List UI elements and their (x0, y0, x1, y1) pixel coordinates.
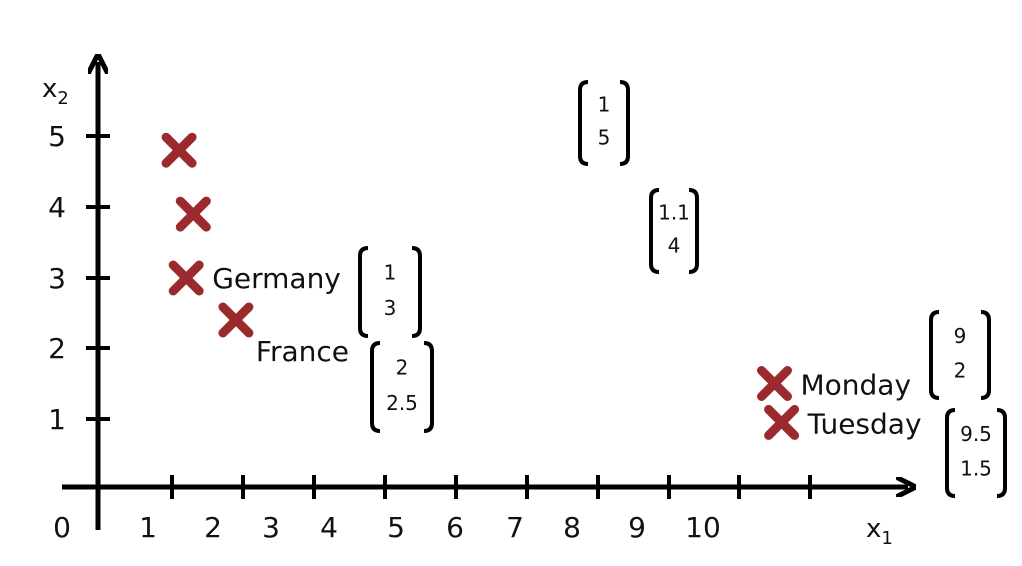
x-axis-title: x1 (866, 514, 893, 549)
x-axis-title-main: x (866, 514, 881, 544)
vector-top-value: 1 (598, 93, 611, 117)
x-tick-label: 1 (139, 511, 157, 544)
y-axis-title-sub: 2 (57, 88, 68, 109)
x-marker-stroke (175, 196, 211, 232)
column-vector: 92 (929, 310, 991, 400)
vector-bottom-value: 3 (384, 296, 397, 320)
x-tick-label: 10 (685, 511, 721, 544)
right-bracket (980, 310, 991, 400)
y-tick-label: 4 (48, 191, 66, 224)
y-tick-label: 5 (48, 120, 66, 153)
column-vector: 9.51.5 (945, 408, 1007, 498)
vector-bottom-value: 5 (598, 125, 611, 149)
x-axis-ticks: 1 2 3 4 5 6 7 8 9 10 (139, 475, 812, 544)
data-point (168, 260, 204, 296)
vector-bottom-value: 2.5 (386, 391, 418, 415)
y-tick-label: 2 (48, 332, 66, 365)
x-tick-label: 2 (204, 511, 222, 544)
x-tick-label: 3 (262, 511, 280, 544)
vector-bottom-value: 4 (668, 233, 681, 257)
data-points: Germany France Monday Tuesday (161, 132, 922, 440)
x-marker-stroke (757, 366, 792, 401)
left-bracket (370, 341, 381, 433)
x-tick-label: 6 (446, 511, 464, 544)
vector-top-value: 1.1 (658, 201, 690, 225)
point-label: Tuesday (807, 407, 922, 440)
x-tick-label: 7 (506, 511, 524, 544)
x-axis-title-sub: 1 (881, 528, 892, 549)
column-vector: 1.14 (649, 188, 699, 274)
left-bracket (649, 188, 660, 274)
data-point (757, 366, 792, 401)
x-tick-label: 8 (563, 511, 581, 544)
data-point (764, 404, 800, 440)
point-label: Monday (801, 369, 912, 402)
x-tick-label: 9 (628, 511, 646, 544)
vector-bottom-value: 1.5 (960, 456, 992, 480)
left-bracket (945, 408, 956, 498)
column-vector: 22.5 (370, 341, 434, 433)
left-bracket (358, 246, 369, 338)
y-axis-title-main: x (42, 74, 57, 104)
x-marker-stroke (168, 260, 204, 296)
vector-top-value: 9.5 (960, 422, 992, 446)
vector-top-value: 9 (954, 324, 967, 348)
right-bracket (688, 188, 699, 274)
vector-top-value: 2 (396, 356, 409, 380)
origin-label: 0 (53, 511, 71, 544)
y-axis-ticks: 1 2 3 4 5 (48, 120, 110, 436)
left-bracket (929, 310, 940, 400)
x-marker-stroke (764, 404, 800, 440)
data-point (161, 132, 197, 168)
vector-bottom-value: 2 (954, 358, 967, 382)
right-bracket (423, 341, 434, 433)
column-vector: 15 (578, 80, 630, 166)
x-tick-label: 4 (320, 511, 338, 544)
right-bracket (411, 246, 422, 338)
right-bracket (996, 408, 1007, 498)
x-marker-stroke (218, 302, 254, 338)
point-label: Germany (212, 262, 341, 295)
y-tick-label: 3 (48, 262, 66, 295)
data-point (218, 302, 254, 338)
x-tick-label: 5 (387, 511, 405, 544)
y-tick-label: 1 (48, 403, 66, 436)
vector-top-value: 1 (384, 261, 397, 285)
left-bracket (578, 80, 589, 166)
data-point (175, 196, 211, 232)
y-axis-title: x2 (42, 74, 69, 109)
right-bracket (619, 80, 630, 166)
column-vector: 13 (358, 246, 422, 338)
point-label: France (256, 335, 349, 368)
x-marker-stroke (161, 132, 197, 168)
